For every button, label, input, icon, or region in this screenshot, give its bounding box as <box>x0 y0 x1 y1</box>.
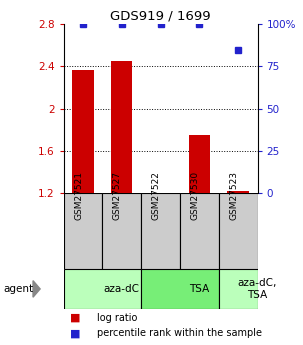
Bar <box>102 193 141 269</box>
Text: ■: ■ <box>70 313 80 323</box>
Text: GSM27522: GSM27522 <box>152 171 161 220</box>
Bar <box>141 269 219 309</box>
Bar <box>180 193 219 269</box>
Title: GDS919 / 1699: GDS919 / 1699 <box>110 10 211 23</box>
Bar <box>72 70 94 193</box>
Text: ■: ■ <box>70 328 80 338</box>
Text: log ratio: log ratio <box>97 313 137 323</box>
Text: agent: agent <box>3 284 33 294</box>
Text: aza-dC,
TSA: aza-dC, TSA <box>238 278 277 300</box>
Bar <box>219 193 258 269</box>
Text: percentile rank within the sample: percentile rank within the sample <box>97 328 262 338</box>
Text: aza-dC: aza-dC <box>104 284 140 294</box>
Bar <box>64 269 141 309</box>
Polygon shape <box>33 281 40 297</box>
Bar <box>111 61 132 193</box>
Bar <box>64 193 102 269</box>
Text: TSA: TSA <box>189 284 209 294</box>
Bar <box>141 193 180 269</box>
Text: GSM27530: GSM27530 <box>190 171 199 220</box>
Bar <box>228 191 249 193</box>
Text: GSM27527: GSM27527 <box>113 171 122 220</box>
Text: GSM27523: GSM27523 <box>229 171 238 220</box>
Bar <box>189 135 210 193</box>
Text: GSM27521: GSM27521 <box>74 171 83 220</box>
Bar <box>219 269 258 309</box>
